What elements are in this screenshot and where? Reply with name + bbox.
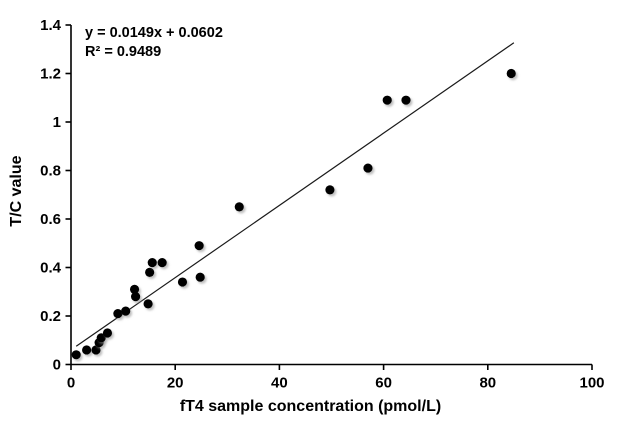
r-squared-label: R² = 0.9489 <box>85 44 162 60</box>
y-tick-label: 0 <box>53 357 61 374</box>
data-point <box>131 292 141 302</box>
data-point <box>382 95 392 105</box>
data-point <box>129 284 140 294</box>
y-tick-label: 1.2 <box>40 66 61 83</box>
data-point <box>71 350 81 360</box>
data-point <box>194 241 204 251</box>
data-point <box>121 306 131 316</box>
y-axis-title: T/C value <box>8 155 25 227</box>
data-point <box>145 267 155 277</box>
y-tick-label: 0.6 <box>40 211 61 228</box>
data-point <box>82 345 92 355</box>
x-tick-label: 80 <box>479 375 496 392</box>
data-point <box>325 185 335 195</box>
data-point <box>234 202 244 212</box>
data-point <box>102 328 113 338</box>
data-point <box>177 277 188 287</box>
y-tick-label: 0.8 <box>40 163 61 180</box>
x-tick-label: 100 <box>579 375 604 392</box>
data-point <box>157 258 167 268</box>
data-point <box>401 95 411 105</box>
x-tick-label: 20 <box>167 375 184 392</box>
data-point <box>506 68 516 79</box>
trend-line <box>75 42 515 347</box>
x-tick-label: 60 <box>375 375 392 392</box>
data-point <box>195 272 205 282</box>
equation-label: y = 0.0149x + 0.0602 <box>85 25 223 41</box>
data-point <box>147 258 157 268</box>
data-point <box>363 163 373 173</box>
data-point <box>91 345 101 355</box>
x-tick-label: 0 <box>67 375 75 392</box>
data-point <box>143 299 153 309</box>
y-tick-label: 0.2 <box>40 308 61 325</box>
y-tick-label: 1 <box>53 114 61 131</box>
data-point <box>113 308 123 319</box>
x-tick-label: 40 <box>271 375 288 392</box>
trendline-annotation: y = 0.0149x + 0.0602 R² = 0.9489 <box>85 24 223 62</box>
y-tick-label: 0.4 <box>40 260 62 277</box>
y-tick-label: 1.4 <box>40 17 62 34</box>
data-point <box>96 333 106 343</box>
x-axis-title: fT4 sample concentration (pmol/L) <box>179 398 442 415</box>
